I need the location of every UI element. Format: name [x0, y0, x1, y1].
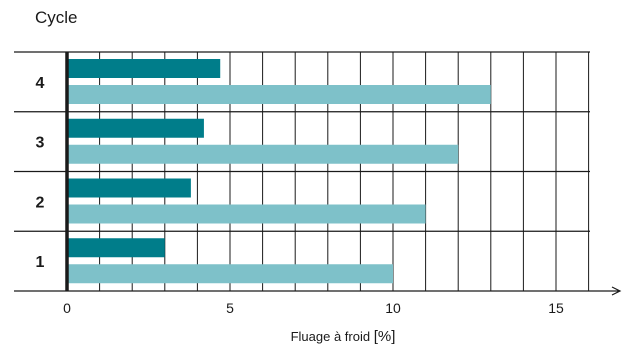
bar-series-2: [67, 204, 426, 224]
x-axis-label: Fluage à froid: [290, 329, 371, 344]
category-label: 3: [36, 135, 45, 152]
bar-series-1: [67, 178, 191, 198]
bar-series-1: [67, 118, 204, 138]
chart-title: Cycle: [35, 8, 78, 27]
category-label: 1: [36, 254, 45, 271]
x-axis-unit: [%]: [373, 328, 396, 345]
x-tick-label: 0: [63, 300, 71, 316]
x-tick-label: 5: [226, 300, 234, 316]
category-label: 2: [36, 194, 45, 211]
bar-series-2: [67, 264, 393, 284]
category-label: 4: [36, 75, 45, 92]
bar-series-1: [67, 238, 165, 258]
bar-series-1: [67, 59, 221, 78]
bar-series-2: [67, 144, 459, 164]
x-tick-label: 15: [548, 300, 564, 316]
bar-series-2: [67, 85, 491, 104]
x-tick-label: 10: [385, 300, 401, 316]
x-axis-arrow: [590, 286, 622, 296]
x-axis-title: Fluage à froid [%]: [0, 328, 626, 345]
